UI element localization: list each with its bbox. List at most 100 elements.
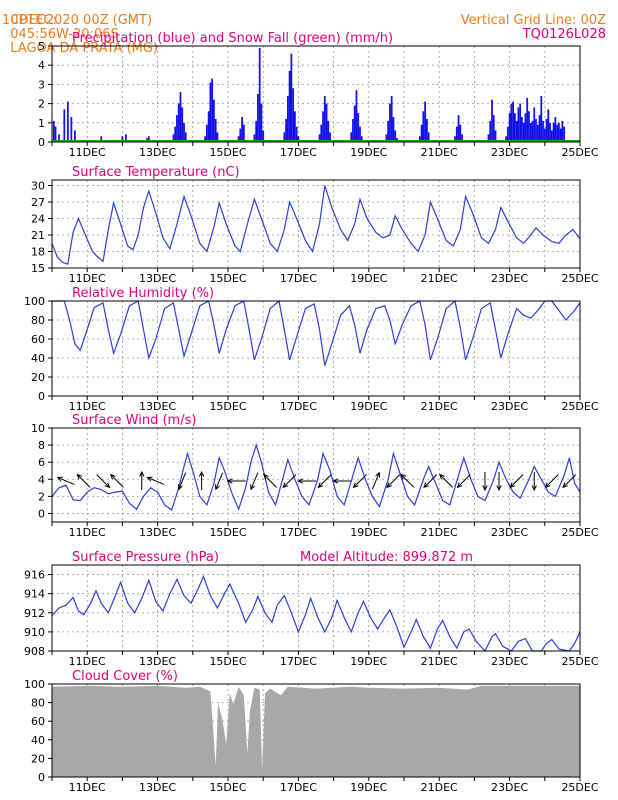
wind-arrow	[282, 474, 297, 488]
precipitation-bar	[209, 82, 212, 142]
precipitation-bar	[176, 115, 178, 142]
precipitation-bar	[543, 128, 546, 142]
precipitation-bar	[387, 120, 390, 142]
wind-arrow	[353, 474, 367, 488]
precipitation-bar	[526, 97, 529, 142]
precipitation-bar	[561, 120, 564, 142]
precipitation-bar	[239, 128, 242, 142]
precipitation-bar	[505, 136, 507, 142]
wind-arrow-head	[375, 471, 381, 478]
humidity-xtick-label: 15DEC	[209, 400, 246, 413]
wind-arrow-head	[139, 470, 145, 477]
precipitation-bar	[283, 132, 286, 142]
humidity-xtick-label: 19DEC	[350, 400, 387, 413]
precipitation-bar	[540, 95, 543, 142]
precipitation-bar	[211, 78, 214, 142]
cloud-cover-xtick-label: 11DEC	[69, 781, 106, 794]
precipitation-bar	[179, 92, 182, 142]
precipitation-bar	[506, 126, 509, 142]
pressure-xtick-label: 19DEC	[350, 655, 387, 668]
temperature-xtick-label: 21DEC	[421, 272, 458, 285]
temperature-xtick-label: 19DEC	[350, 272, 387, 285]
cloud-cover-xtick-label: 13DEC	[139, 781, 176, 794]
precipitation-bar	[529, 122, 532, 142]
precipitation-bar	[457, 115, 460, 142]
cloud-cover-ytick-label: 40	[31, 734, 45, 747]
wind-xtick-label: 25DEC	[561, 526, 598, 539]
humidity-ytick-label: 40	[31, 352, 45, 365]
precipitation-bar	[533, 107, 536, 142]
precipitation-bar	[459, 124, 462, 142]
humidity-ytick-label: 80	[31, 314, 45, 327]
wind-arrow	[457, 474, 471, 488]
precipitation-bar	[58, 134, 60, 142]
precipitation-bar	[394, 130, 397, 142]
precipitation-xtick-label: 19DEC	[350, 146, 387, 159]
wind-arrow	[423, 474, 438, 488]
precipitation-bar	[183, 122, 185, 142]
precipitation-bar	[74, 130, 76, 142]
precipitation-bar	[492, 115, 495, 142]
wind-arrow-head	[250, 484, 256, 491]
precipitation-bar	[320, 124, 323, 142]
precipitation-bar	[242, 124, 245, 142]
source-label: CPTEC:	[10, 13, 57, 28]
precipitation-xtick-label: 11DEC	[69, 146, 106, 159]
precipitation-bar	[552, 122, 555, 142]
humidity-xtick-label: 17DEC	[280, 400, 317, 413]
wind-arrow	[400, 474, 415, 488]
wind-arrow-head	[215, 484, 220, 491]
pressure-ytick-label: 914	[24, 588, 45, 601]
pressure-title: Surface Pressure (hPa)	[72, 550, 219, 565]
grid-note-label: Vertical Grid Line: 00Z	[460, 13, 606, 28]
wind-line	[51, 443, 581, 511]
precipitation-bar	[70, 117, 73, 142]
precipitation-bar	[207, 111, 210, 142]
precipitation-bar	[426, 118, 428, 142]
precipitation-bar	[494, 130, 497, 142]
wind-arrow-head	[56, 476, 63, 482]
wind-arrow-head	[226, 478, 233, 484]
wind-xtick-label: 11DEC	[69, 526, 106, 539]
wind-arrow-head	[531, 485, 537, 492]
cloud-cover-ytick-label: 80	[31, 697, 45, 710]
cloud-cover-ytick-label: 100	[24, 678, 45, 691]
temperature-ytick-label: 30	[31, 180, 45, 193]
precipitation-bar	[258, 47, 261, 142]
precipitation-xtick-label: 23DEC	[491, 146, 528, 159]
wind-arrow-head	[439, 473, 445, 480]
precipitation-bar	[323, 95, 326, 142]
wind-arrow-head	[109, 473, 116, 480]
wind-arrow	[318, 474, 332, 488]
wind-ytick-label: 4	[38, 473, 45, 486]
precipitation-bar	[255, 120, 258, 142]
precipitation-bar	[352, 118, 354, 142]
precipitation-bar	[424, 101, 426, 142]
precipitation-bar	[297, 136, 300, 142]
wind-arrow	[371, 472, 380, 490]
precipitation-bar	[288, 70, 291, 142]
wind-arrow-head	[76, 473, 83, 480]
precipitation-bar	[510, 103, 513, 142]
wind-arrow	[562, 474, 577, 488]
wind-arrow	[263, 474, 277, 488]
wind-arrow-head	[317, 482, 324, 489]
cloud-cover-xtick-label: 15DEC	[209, 781, 246, 794]
precipitation-bar	[295, 126, 298, 142]
precipitation-bar	[318, 134, 321, 142]
humidity-xtick-label: 23DEC	[491, 400, 528, 413]
wind-arrow	[386, 474, 401, 488]
humidity-line	[52, 299, 581, 366]
pressure-frame	[51, 564, 581, 652]
precipitation-bar	[292, 88, 294, 142]
wind-frame	[51, 427, 581, 523]
pressure-xtick-label: 17DEC	[280, 655, 317, 668]
humidity-xtick-label: 13DEC	[139, 400, 176, 413]
wind-ytick-label: 6	[38, 456, 45, 469]
precipitation-bar	[422, 111, 425, 142]
cloud-cover-xtick-label: 19DEC	[350, 781, 387, 794]
temperature-ytick-label: 15	[31, 262, 45, 275]
precipitation-bar	[487, 134, 490, 142]
wind-ytick-label: 10	[31, 422, 45, 435]
